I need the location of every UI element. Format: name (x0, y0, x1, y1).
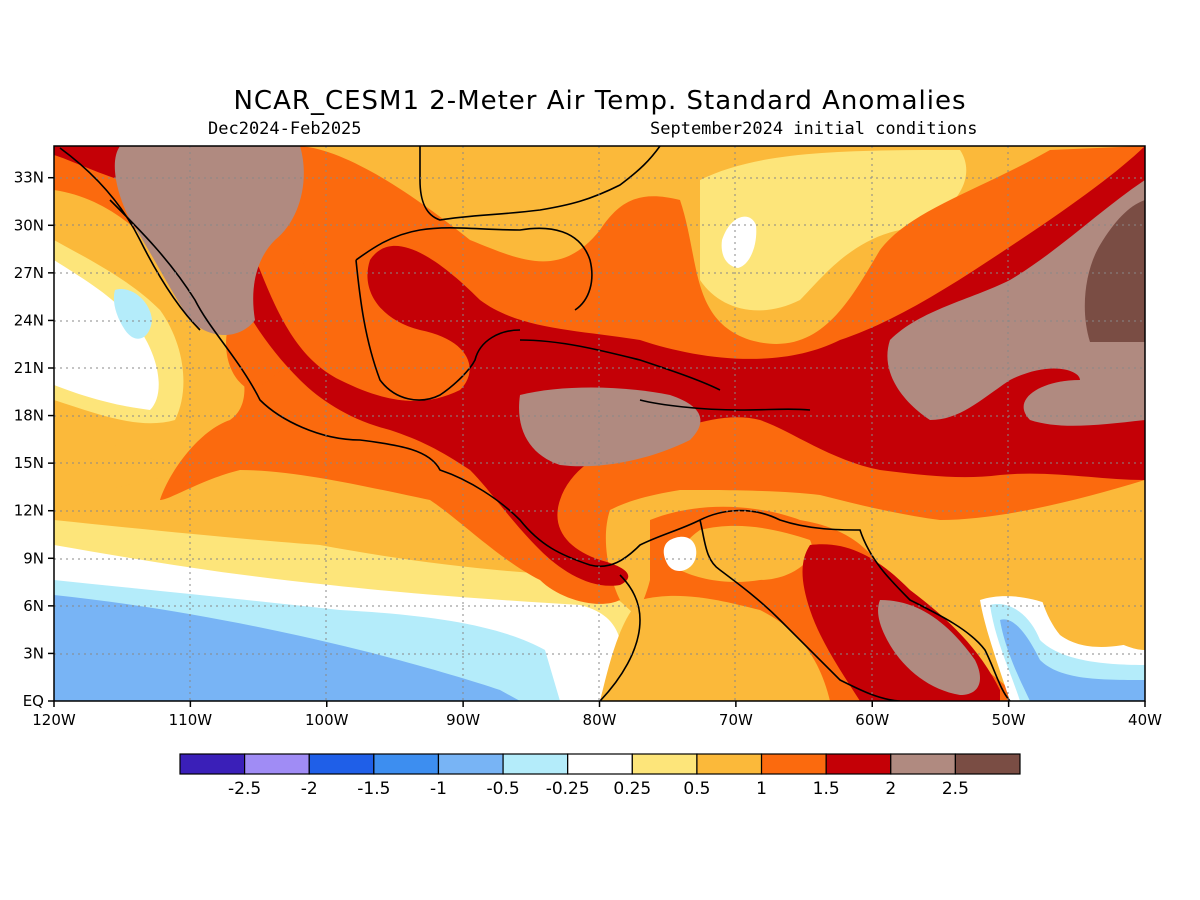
colorbar-swatch (244, 753, 310, 775)
colorbar-swatch (308, 753, 375, 775)
colorbar (179, 753, 1021, 775)
y-tick-label: 21N (14, 359, 44, 377)
colorbar-label: -0.5 (486, 779, 519, 799)
x-tick-label: 120W (32, 711, 76, 729)
colorbar-swatch (890, 753, 956, 775)
x-tick-label: 50W (992, 711, 1026, 729)
colorbar-swatch (631, 753, 698, 775)
colorbar-label: 2.5 (942, 779, 969, 799)
x-tick-label: 70W (719, 711, 753, 729)
colorbar-label: -2.5 (228, 779, 261, 799)
colorbar-label: -1.5 (357, 779, 390, 799)
x-tick-label: 110W (169, 711, 213, 729)
y-tick-label: EQ (23, 692, 44, 710)
graticule (54, 146, 1145, 701)
y-tick-label: 12N (14, 502, 44, 520)
colorbar-label: 1 (756, 779, 767, 799)
x-tick-label: 80W (583, 711, 617, 729)
colorbar-label: 0.5 (683, 779, 710, 799)
colorbar-swatch (179, 753, 246, 775)
colorbar-label: 0.25 (613, 779, 651, 799)
y-tick-label: 9N (23, 549, 44, 567)
x-tick-label: 90W (446, 711, 480, 729)
x-tick-label: 60W (855, 711, 889, 729)
y-tick-label: 33N (14, 169, 44, 187)
x-tick-label: 100W (305, 711, 349, 729)
colorbar-swatch (696, 753, 763, 775)
y-axis: EQ 3N 6N 9N 12N 15N 18N 21N 24N 27N 30N 33N (14, 169, 54, 710)
colorbar-labels: -2.5 -2 -1.5 -1 -0.5 -0.25 0.25 0.5 1 1.5 2 2.5 (228, 779, 969, 799)
colorbar-label: -1 (430, 779, 447, 799)
map-title: NCAR_CESM1 2-Meter Air Temp. Standard An… (233, 86, 967, 116)
colorbar-swatch (760, 753, 827, 775)
y-tick-label: 27N (14, 264, 44, 282)
coastlines (59, 146, 1011, 701)
colorbar-label: -2 (301, 779, 318, 799)
y-tick-label: 18N (14, 407, 44, 425)
colorbar-swatch (567, 753, 633, 775)
colorbar-swatch (502, 753, 569, 775)
colorbar-swatch (825, 753, 892, 775)
colorbar-swatch (954, 753, 1021, 775)
colorbar-label: 2 (885, 779, 896, 799)
colorbar-label: 1.5 (813, 779, 840, 799)
y-tick-label: 24N (14, 311, 44, 329)
y-tick-label: 3N (23, 644, 44, 662)
x-tick-label: 40W (1128, 711, 1162, 729)
initial-conditions: September2024 initial conditions (650, 119, 978, 139)
x-axis: 120W 110W 100W 90W 80W 70W 60W 50W 40W (32, 701, 1162, 729)
y-tick-label: 6N (23, 597, 44, 615)
y-tick-label: 30N (14, 216, 44, 234)
forecast-period: Dec2024-Feb2025 (208, 119, 362, 139)
colorbar-label: -0.25 (546, 779, 590, 799)
y-tick-label: 15N (14, 454, 44, 472)
colorbar-swatch (373, 753, 440, 775)
colorbar-swatch (437, 753, 504, 775)
